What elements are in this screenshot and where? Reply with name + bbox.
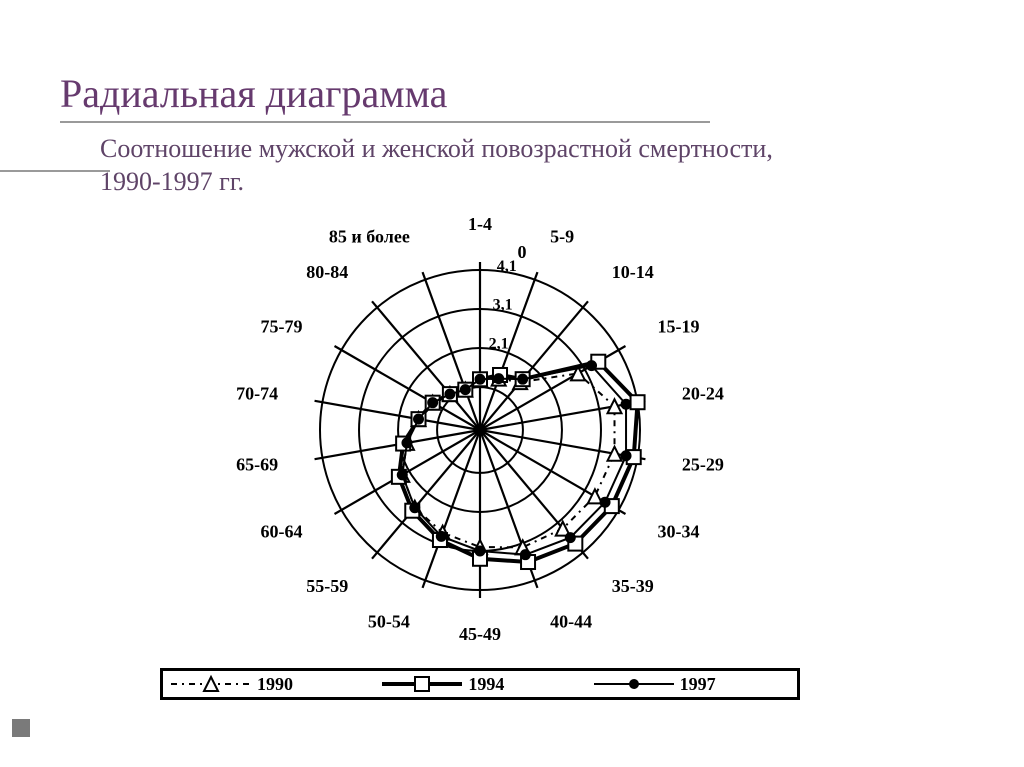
legend-swatch-1994 (382, 674, 462, 694)
side-underline (0, 170, 110, 172)
svg-text:10-14: 10-14 (612, 262, 654, 282)
slide-subtitle: Соотношение мужской и женской повозрастн… (100, 133, 820, 198)
svg-text:65-69: 65-69 (236, 455, 278, 475)
svg-text:30-34: 30-34 (658, 522, 700, 542)
svg-text:3,1: 3,1 (493, 297, 513, 314)
corner-square (12, 719, 30, 737)
svg-text:50-54: 50-54 (368, 612, 410, 632)
svg-text:5-9: 5-9 (550, 226, 574, 246)
radar-svg: 1-4 5-9 10-14 15-19 20-24 25-29 30-34 35-39 40-4… (160, 210, 860, 670)
legend-item-1994: 1994 (374, 674, 585, 695)
svg-text:1-4: 1-4 (468, 214, 492, 234)
svg-text:70-74: 70-74 (236, 383, 278, 403)
legend-label-1990: 1990 (257, 674, 293, 695)
slide-title: Радиальная диаграмма (60, 70, 984, 117)
svg-text:15-19: 15-19 (658, 317, 700, 337)
svg-text:25-29: 25-29 (682, 455, 724, 475)
svg-text:4,1: 4,1 (497, 258, 517, 275)
svg-text:55-59: 55-59 (306, 576, 348, 596)
title-underline (60, 121, 710, 123)
svg-text:35-39: 35-39 (612, 576, 654, 596)
legend-swatch-1990 (171, 674, 251, 694)
radial-chart: 1-4 5-9 10-14 15-19 20-24 25-29 30-34 35-39 40-4… (160, 210, 860, 670)
svg-text:45-49: 45-49 (459, 624, 501, 644)
legend-item-1990: 1990 (163, 674, 374, 695)
svg-text:0: 0 (518, 242, 527, 262)
legend-label-1994: 1994 (468, 674, 504, 695)
svg-text:80-84: 80-84 (306, 262, 348, 282)
svg-text:2,1: 2,1 (489, 335, 509, 352)
legend-item-1997: 1997 (586, 674, 797, 695)
legend-label-1997: 1997 (680, 674, 716, 695)
svg-text:75-79: 75-79 (260, 317, 302, 337)
svg-text:20-24: 20-24 (682, 383, 724, 403)
svg-text:60-64: 60-64 (260, 522, 302, 542)
chart-legend: 1990 1994 1997 (160, 668, 800, 700)
svg-text:40-44: 40-44 (550, 612, 592, 632)
legend-swatch-1997 (594, 674, 674, 694)
svg-text:85 и более: 85 и более (329, 226, 410, 246)
